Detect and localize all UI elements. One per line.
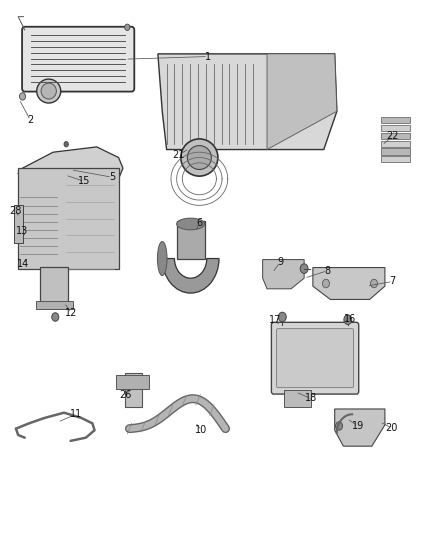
Bar [381,133,410,139]
Text: 14: 14 [17,259,29,269]
Text: 19: 19 [352,421,364,431]
Ellipse shape [41,83,57,99]
Polygon shape [158,54,337,150]
Text: 2: 2 [27,115,34,125]
Text: 22: 22 [386,131,399,141]
Polygon shape [18,147,123,200]
Circle shape [52,313,59,321]
Bar [285,390,311,407]
Text: 18: 18 [304,393,317,403]
Polygon shape [335,409,385,446]
Polygon shape [313,268,385,300]
Circle shape [64,142,68,147]
Text: 17: 17 [268,314,281,325]
Bar [381,125,410,131]
Text: 6: 6 [196,218,202,228]
Bar [381,156,410,163]
Bar [381,148,410,155]
Ellipse shape [37,79,61,103]
Wedge shape [162,259,219,293]
Circle shape [300,264,308,273]
Text: 26: 26 [119,390,131,400]
FancyBboxPatch shape [22,27,134,92]
Bar [35,301,73,309]
Ellipse shape [157,241,167,276]
Text: 16: 16 [344,313,356,324]
Ellipse shape [181,139,218,176]
Circle shape [336,422,343,430]
Polygon shape [18,168,119,269]
Bar [117,375,149,389]
Circle shape [279,312,286,322]
Text: 11: 11 [70,409,82,419]
Circle shape [19,93,25,100]
Text: 12: 12 [65,308,78,318]
Text: 20: 20 [386,423,398,433]
Bar [177,221,205,259]
Polygon shape [263,260,304,289]
Text: 21: 21 [173,150,185,160]
FancyBboxPatch shape [277,329,353,387]
Circle shape [344,315,352,325]
Text: 10: 10 [195,425,208,435]
Ellipse shape [177,218,205,230]
FancyBboxPatch shape [272,322,359,394]
Polygon shape [267,54,337,150]
Ellipse shape [187,146,212,169]
Text: 9: 9 [277,257,283,267]
Bar [381,141,410,147]
Bar [381,117,410,123]
Circle shape [371,279,378,288]
Text: 13: 13 [16,226,28,236]
Text: 7: 7 [390,277,396,286]
Text: 5: 5 [109,172,115,182]
Circle shape [322,279,329,288]
Text: 15: 15 [78,176,91,187]
Bar [14,205,22,243]
Bar [125,373,142,407]
Text: 1: 1 [205,52,211,61]
Circle shape [125,24,130,30]
Bar [40,266,68,304]
Text: 8: 8 [324,266,330,276]
Text: 28: 28 [9,206,22,216]
